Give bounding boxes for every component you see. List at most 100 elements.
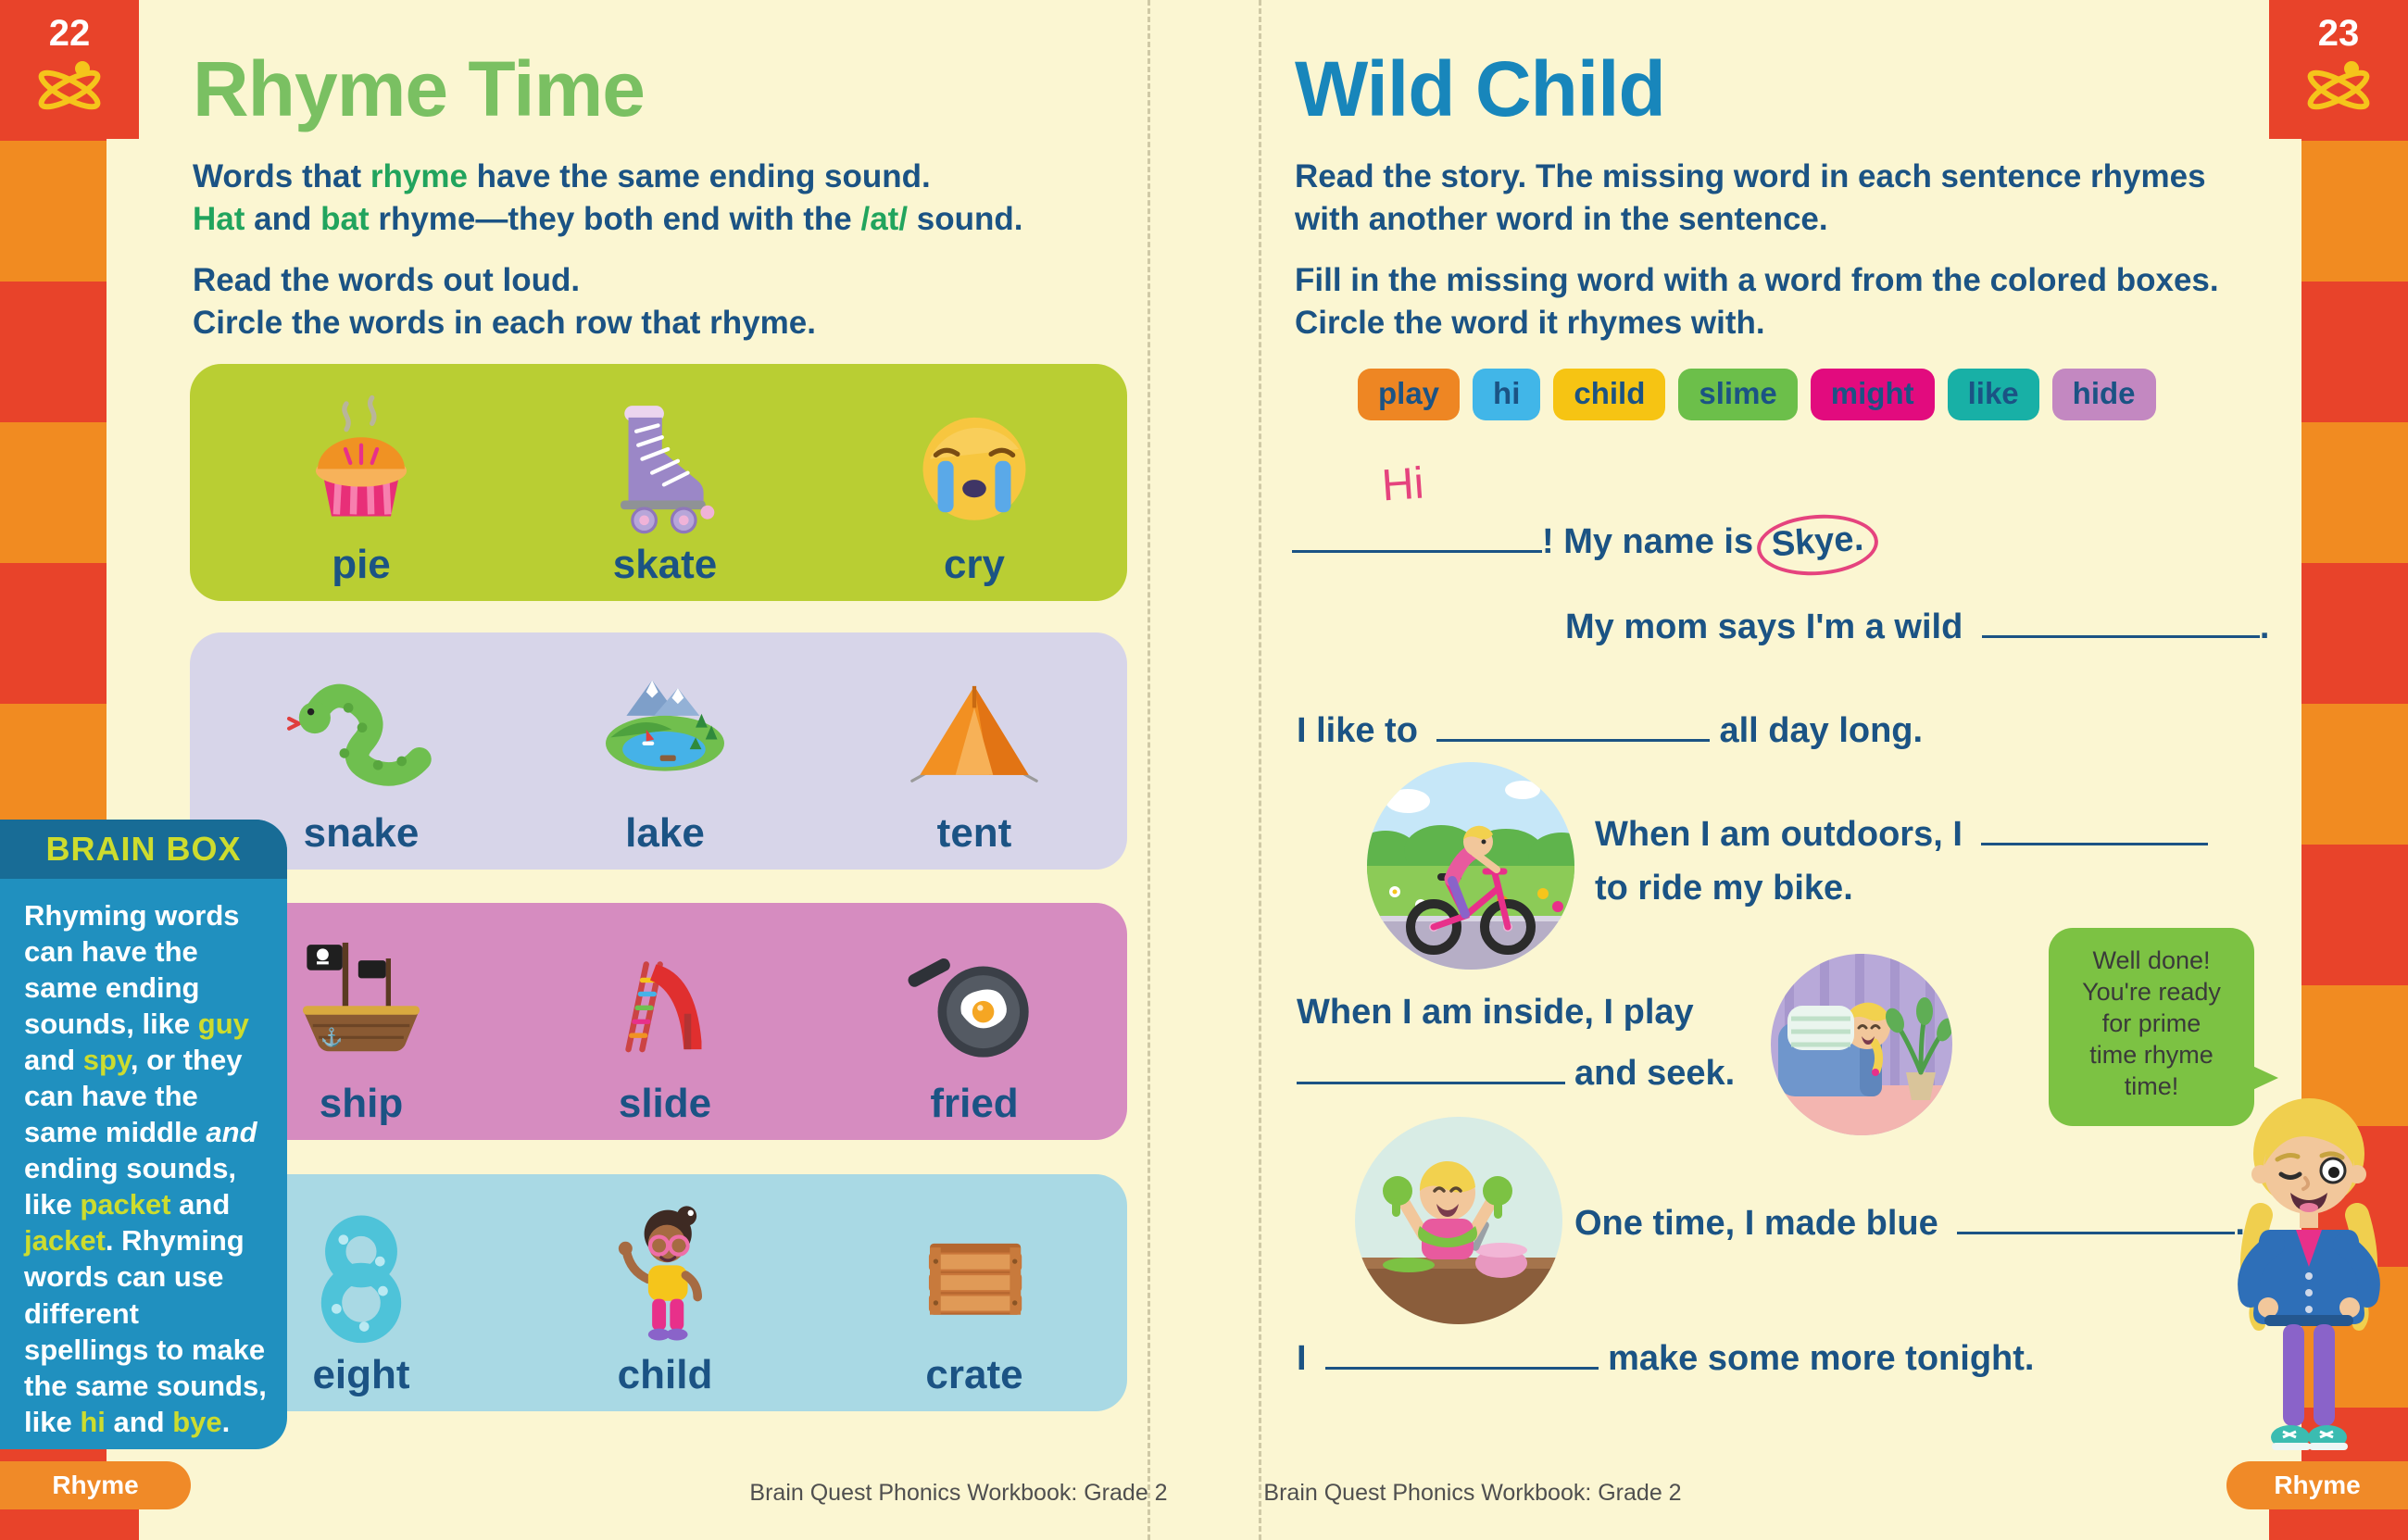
- fill-blank-5[interactable]: [1297, 1050, 1565, 1084]
- row-item-pie[interactable]: pie: [259, 379, 463, 588]
- brain-box-body: Rhyming words can have the same ending s…: [24, 899, 267, 1438]
- brain-box-title: BRAIN BOX: [0, 820, 287, 879]
- bubble-line: for prime: [2101, 1009, 2201, 1037]
- crate-icon: [872, 1189, 1076, 1348]
- row-word: child: [617, 1352, 713, 1397]
- bubble-line: time rhyme: [2089, 1041, 2214, 1069]
- word-box-child[interactable]: child: [1553, 369, 1666, 420]
- row-item-snake[interactable]: snake: [259, 647, 463, 857]
- row-word: snake: [303, 810, 420, 856]
- fried-icon: [872, 918, 1076, 1077]
- snake-icon: [259, 647, 463, 807]
- handwritten-answer: Hi: [1380, 458, 1426, 511]
- row-word: tent: [936, 810, 1012, 856]
- row-word: ship: [319, 1081, 404, 1126]
- slide-icon: [563, 918, 767, 1077]
- row-item-crate[interactable]: crate: [872, 1189, 1076, 1398]
- story-line-7: I make some more tonight.: [1297, 1335, 2034, 1379]
- story-text: I like to: [1297, 711, 1418, 750]
- story-text: make some more tonight.: [1608, 1339, 2035, 1378]
- row-word: cry: [943, 542, 1006, 587]
- fill-blank-3[interactable]: [1436, 707, 1711, 742]
- instruction-r1a: Read the story. The missing word in each…: [1295, 158, 2206, 194]
- word-bank: play hi child slime might like hide: [1358, 369, 2156, 420]
- fill-blank-1[interactable]: [1292, 519, 1542, 553]
- child-icon: [563, 1189, 767, 1348]
- lake-icon: [563, 647, 767, 807]
- intro-line-1: Words that rhyme have the same ending so…: [193, 158, 931, 194]
- row-item-child[interactable]: child: [563, 1189, 767, 1398]
- row-item-tent[interactable]: tent: [872, 647, 1076, 857]
- story-line-5a: When I am inside, I play: [1297, 993, 1694, 1032]
- story-line-4b: to ride my bike.: [1595, 869, 1853, 908]
- row-item-slide[interactable]: slide: [563, 918, 767, 1127]
- instruction-r2a: Fill in the missing word with a word fro…: [1295, 262, 2219, 298]
- tab-rhyme-left[interactable]: Rhyme: [0, 1461, 191, 1509]
- row-word: skate: [612, 542, 718, 587]
- rhyme-row-1: pie skate: [190, 364, 1127, 601]
- row-item-fried[interactable]: fried: [872, 918, 1076, 1127]
- word-box-play[interactable]: play: [1358, 369, 1461, 420]
- fill-blank-4[interactable]: [1981, 811, 2209, 845]
- word-box-might[interactable]: might: [1810, 369, 1935, 420]
- rhyme-row-3: ⚓ ship: [190, 903, 1127, 1140]
- word-box-hide[interactable]: hide: [2051, 369, 2156, 420]
- page-number-right: 23: [2317, 13, 2360, 54]
- circled-word[interactable]: Skye.: [1754, 510, 1881, 580]
- gutter-dash-left: [1148, 0, 1150, 1540]
- story-line-4a: When I am outdoors, I: [1595, 811, 2209, 855]
- row-item-lake[interactable]: lake: [563, 647, 767, 857]
- gutter-dash-right: [1259, 0, 1261, 1540]
- row-item-ship[interactable]: ⚓ ship: [259, 918, 463, 1127]
- eight-icon: [259, 1189, 463, 1348]
- fill-blank-2[interactable]: [1981, 604, 2260, 638]
- tent-icon: [872, 647, 1076, 807]
- atom-icon: [38, 61, 101, 110]
- instruction-r2b: Circle the word it rhymes with.: [1295, 305, 1765, 341]
- bubble-line: You're ready: [2082, 978, 2221, 1006]
- fill-blank-6[interactable]: [1957, 1200, 2236, 1234]
- row-word: slide: [618, 1081, 712, 1126]
- row-word: eight: [312, 1352, 410, 1397]
- intro-line-2: Hat and bat rhyme—they both end with the…: [193, 201, 1023, 237]
- footer-right: Brain Quest Phonics Workbook: Grade 2: [1263, 1480, 1682, 1506]
- svg-text:⚓: ⚓: [320, 1027, 343, 1048]
- fill-blank-7[interactable]: [1325, 1335, 1599, 1370]
- story-line-5b: and seek.: [1297, 1050, 1735, 1094]
- story-text: When I am outdoors, I: [1595, 815, 1963, 854]
- row-item-cry[interactable]: cry: [872, 379, 1076, 588]
- word-box-like[interactable]: like: [1947, 369, 2039, 420]
- rhyme-row-4: eight: [190, 1174, 1127, 1411]
- word-box-slime[interactable]: slime: [1678, 369, 1798, 420]
- girl-on-bike-photo: [1367, 762, 1574, 970]
- story-line-6: One time, I made blue .: [1574, 1200, 2245, 1244]
- row-word: crate: [925, 1352, 1023, 1397]
- page-corner-right: 23: [2269, 0, 2408, 139]
- row-word: lake: [625, 810, 705, 856]
- row-item-skate[interactable]: skate: [563, 379, 767, 588]
- pie-icon: [259, 379, 463, 538]
- skate-icon: [563, 379, 767, 538]
- bubble-line: time!: [2124, 1072, 2179, 1100]
- story-text: One time, I made blue: [1574, 1204, 1938, 1243]
- ship-icon: ⚓: [259, 918, 463, 1077]
- word-box-hi[interactable]: hi: [1473, 369, 1541, 420]
- tab-rhyme-right[interactable]: Rhyme: [2226, 1461, 2408, 1509]
- page-title-rhyme-time: Rhyme Time: [193, 45, 646, 132]
- footer-left: Brain Quest Phonics Workbook: Grade 2: [749, 1480, 1168, 1506]
- brain-box: BRAIN BOX Rhyming words can have the sam…: [0, 820, 287, 1449]
- story-text: I: [1297, 1339, 1307, 1378]
- instruction-line-1: Read the words out loud.: [193, 262, 581, 298]
- row-item-eight[interactable]: eight: [259, 1189, 463, 1398]
- atom-icon: [2307, 61, 2370, 110]
- slime-photo: [1355, 1117, 1562, 1324]
- page-corner-left: 22: [0, 0, 139, 139]
- instruction-r1b: with another word in the sentence.: [1295, 201, 1828, 237]
- row-word: pie: [332, 542, 391, 587]
- hide-and-seek-photo: [1771, 954, 1952, 1135]
- skye-character: [2238, 1098, 2380, 1450]
- story-text: all day long.: [1719, 711, 1924, 750]
- story-text: My mom says I'm a wild: [1565, 607, 1963, 646]
- row-word: fried: [930, 1081, 1019, 1126]
